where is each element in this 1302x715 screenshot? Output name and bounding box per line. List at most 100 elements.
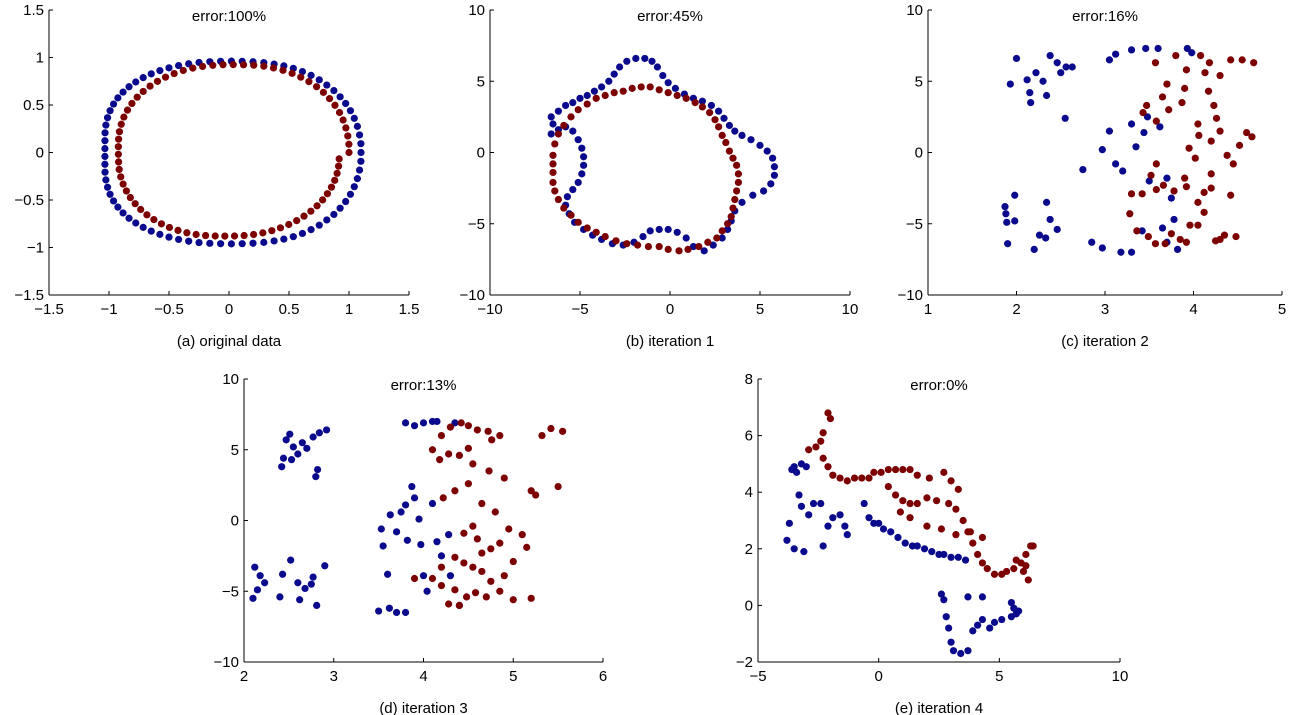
data-point-series-blue xyxy=(1127,120,1136,128)
data-point-series-red xyxy=(870,468,878,476)
panel-title: error:45% xyxy=(637,8,703,25)
data-point-series-blue xyxy=(403,536,411,544)
data-point-series-blue xyxy=(1142,44,1150,53)
y-tick-label: −10 xyxy=(214,654,239,671)
data-point-series-blue xyxy=(664,79,672,87)
data-point-series-red xyxy=(455,601,463,610)
data-point-series-blue xyxy=(749,191,757,199)
data-point-series-blue xyxy=(563,193,572,201)
data-point-series-red xyxy=(279,66,287,74)
data-point-series-red xyxy=(250,230,258,239)
data-point-series-red xyxy=(1207,184,1215,192)
data-point-series-red xyxy=(1178,99,1186,107)
data-point-series-blue xyxy=(682,234,690,242)
data-point-series-red xyxy=(478,499,486,508)
data-point-series-red xyxy=(183,229,191,237)
y-tick-label: 10 xyxy=(468,2,485,19)
data-point-series-red xyxy=(884,465,892,474)
data-point-series-red xyxy=(932,497,941,505)
data-point-series-red xyxy=(559,427,567,435)
data-point-series-red xyxy=(940,468,948,476)
data-point-series-red xyxy=(706,109,714,117)
data-point-series-blue xyxy=(392,528,401,536)
data-point-series-blue xyxy=(937,590,946,598)
data-point-series-red xyxy=(120,113,128,121)
data-point-series-blue xyxy=(313,601,321,610)
x-tick-label: 4 xyxy=(1189,301,1197,318)
data-point-series-red xyxy=(1191,154,1199,162)
data-point-series-red xyxy=(858,474,866,482)
data-point-series-red xyxy=(554,195,563,204)
data-point-series-blue xyxy=(445,531,453,539)
data-point-series-blue xyxy=(101,137,109,145)
data-point-series-red xyxy=(469,563,477,571)
data-point-series-red xyxy=(727,213,735,221)
data-point-series-blue xyxy=(313,465,322,474)
data-point-series-blue xyxy=(795,491,803,499)
data-point-series-red xyxy=(1186,221,1194,229)
data-point-series-blue xyxy=(102,176,110,184)
data-point-series-red xyxy=(1204,87,1213,95)
x-tick-label: 3 xyxy=(1101,301,1109,318)
data-point-series-blue xyxy=(102,121,110,129)
data-point-series-blue xyxy=(289,233,297,241)
data-point-series-blue xyxy=(671,84,680,92)
data-point-series-red xyxy=(1158,93,1167,101)
data-point-series-red xyxy=(469,460,477,468)
data-point-series-red xyxy=(1181,84,1189,92)
data-point-series-blue xyxy=(1188,49,1196,57)
data-point-series-blue xyxy=(217,240,225,248)
y-tick-label: −0.5 xyxy=(14,192,44,209)
data-point-series-blue xyxy=(875,519,883,527)
data-point-series-red xyxy=(1142,101,1151,110)
x-tick-label: 5 xyxy=(995,668,1003,685)
data-point-series-red xyxy=(612,237,620,245)
data-point-series-blue xyxy=(103,114,112,122)
data-point-series-blue xyxy=(1132,143,1140,151)
y-tick-label: −5 xyxy=(906,216,923,233)
data-point-series-blue xyxy=(1039,77,1047,85)
data-point-series-red xyxy=(1207,170,1215,178)
data-point-series-red xyxy=(288,69,296,77)
data-point-series-red xyxy=(334,162,343,170)
data-point-series-red xyxy=(583,100,591,108)
data-point-series-red xyxy=(817,437,825,445)
data-point-series-red xyxy=(268,227,276,235)
data-point-series-red xyxy=(966,528,974,536)
data-point-series-red xyxy=(1201,69,1209,77)
data-point-series-blue xyxy=(698,97,707,105)
data-point-series-blue xyxy=(294,579,302,587)
data-point-series-blue xyxy=(392,608,401,617)
data-point-series-red xyxy=(865,474,873,482)
data-point-series-red xyxy=(954,485,962,493)
y-tick-label: 1 xyxy=(36,50,44,67)
data-point-series-red xyxy=(923,494,931,502)
data-point-series-blue xyxy=(307,580,315,588)
data-point-series-red xyxy=(819,454,827,462)
data-point-series-red xyxy=(826,415,835,423)
data-point-series-blue xyxy=(132,78,140,86)
data-point-series-blue xyxy=(978,593,987,601)
data-point-series-red xyxy=(1159,181,1168,189)
data-point-series-blue xyxy=(913,542,921,550)
data-point-series-blue xyxy=(101,152,109,160)
data-point-series-blue xyxy=(139,74,147,82)
data-point-series-blue xyxy=(119,209,127,217)
data-point-series-red xyxy=(500,572,508,580)
data-point-series-blue xyxy=(355,131,364,139)
data-point-series-blue xyxy=(964,647,972,655)
data-point-series-red xyxy=(1216,71,1224,80)
data-point-series-red xyxy=(551,187,559,195)
data-point-series-red xyxy=(592,94,600,102)
data-point-series-red xyxy=(990,570,999,578)
data-point-series-blue xyxy=(279,454,288,462)
data-point-series-blue xyxy=(738,198,746,206)
data-point-series-blue xyxy=(1046,215,1054,224)
data-point-series-red xyxy=(899,465,907,474)
data-point-series-red xyxy=(319,88,328,96)
data-point-series-red xyxy=(478,567,486,576)
data-point-series-red xyxy=(117,120,125,128)
panel-b: −10 −5 0 5 10 −10 −5 0 5 10 error:45% (b) iteration… xyxy=(460,2,859,350)
data-point-series-blue xyxy=(1145,177,1153,185)
data-point-series-red xyxy=(1216,127,1224,135)
